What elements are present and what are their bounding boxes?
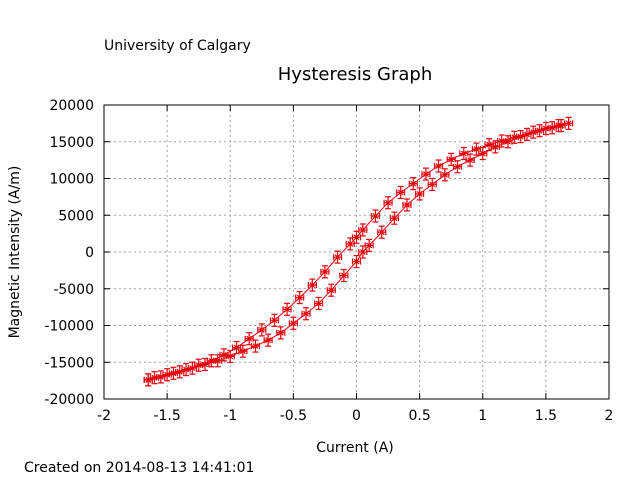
data-point bbox=[446, 152, 456, 166]
data-point bbox=[339, 268, 349, 283]
data-point bbox=[427, 177, 437, 191]
data-point bbox=[433, 159, 444, 173]
y-tick-label: -20000 bbox=[44, 392, 94, 408]
data-point bbox=[282, 302, 292, 316]
data-point bbox=[244, 332, 254, 346]
created-timestamp: Created on 2014-08-13 14:41:01 bbox=[24, 460, 254, 476]
x-tick-label: -0.5 bbox=[280, 408, 307, 424]
data-point bbox=[307, 278, 317, 292]
x-tick-label: -1.5 bbox=[153, 408, 180, 424]
data-point bbox=[269, 313, 280, 327]
data-point bbox=[421, 167, 431, 181]
data-point bbox=[257, 323, 267, 337]
series-line bbox=[148, 125, 562, 381]
data-point bbox=[389, 211, 399, 225]
data-point bbox=[377, 225, 387, 239]
data-point bbox=[465, 153, 475, 167]
x-axis-label: Current (A) bbox=[316, 440, 394, 456]
y-tick-label: 15000 bbox=[49, 135, 94, 151]
data-point bbox=[396, 185, 406, 200]
data-point bbox=[415, 187, 425, 201]
plot-frame bbox=[103, 104, 610, 400]
data-point bbox=[358, 223, 368, 237]
data-point bbox=[547, 121, 557, 135]
data-point bbox=[219, 348, 229, 362]
data-point bbox=[295, 290, 305, 305]
data-point bbox=[351, 254, 362, 269]
data-point bbox=[263, 333, 273, 347]
y-tick-label: -10000 bbox=[44, 319, 94, 335]
x-tick-label: 0.5 bbox=[408, 408, 430, 424]
data-point bbox=[206, 354, 216, 368]
data-point bbox=[326, 283, 336, 297]
data-point bbox=[314, 296, 324, 311]
data-point bbox=[231, 340, 242, 355]
data-point bbox=[320, 265, 330, 279]
data-point bbox=[194, 358, 204, 372]
data-point bbox=[149, 371, 160, 385]
data-point bbox=[358, 245, 368, 259]
data-point bbox=[238, 344, 248, 358]
data-point bbox=[563, 116, 574, 130]
y-tick-label: -15000 bbox=[44, 355, 94, 371]
x-tick-label: 1 bbox=[478, 408, 487, 424]
y-tick-label: -5000 bbox=[53, 282, 94, 298]
data-point bbox=[556, 118, 566, 133]
data-point bbox=[156, 370, 166, 384]
data-point bbox=[402, 198, 412, 212]
x-tick-label: 2 bbox=[605, 408, 614, 424]
y-tick-label: 5000 bbox=[58, 208, 94, 224]
chart-title: Hysteresis Graph bbox=[278, 64, 432, 85]
data-series bbox=[143, 116, 574, 387]
institution-label: University of Calgary bbox=[104, 38, 251, 54]
y-tick-label: 0 bbox=[85, 245, 94, 261]
data-point bbox=[370, 209, 381, 223]
data-point bbox=[459, 146, 469, 161]
data-point bbox=[250, 339, 261, 353]
y-axis-label: Magnetic Intensity (A/m) bbox=[7, 166, 23, 339]
x-tick-label: 0 bbox=[352, 408, 361, 424]
x-tick-label: -1 bbox=[223, 408, 237, 424]
data-point bbox=[522, 127, 532, 141]
data-point bbox=[143, 373, 153, 387]
axis-ticks: -2 -1.5 -1 -0.5 0 0.5 1 1.5 2 20000 15000 10000 5000… bbox=[44, 98, 613, 424]
data-point bbox=[276, 326, 286, 340]
data-point bbox=[471, 142, 482, 156]
data-point bbox=[440, 168, 450, 182]
data-point bbox=[408, 177, 418, 191]
data-point bbox=[345, 237, 355, 251]
series-1 bbox=[143, 116, 574, 387]
data-point bbox=[534, 124, 545, 138]
data-point bbox=[509, 130, 519, 144]
data-point bbox=[332, 250, 343, 264]
x-tick-label: -2 bbox=[97, 408, 111, 424]
data-point bbox=[288, 316, 298, 330]
data-point bbox=[383, 196, 393, 210]
grid-lines bbox=[104, 105, 609, 399]
x-tick-label: 1.5 bbox=[535, 408, 557, 424]
data-point bbox=[452, 160, 463, 174]
y-tick-label: 10000 bbox=[49, 172, 94, 188]
data-point bbox=[484, 138, 494, 152]
y-tick-label: 20000 bbox=[49, 98, 94, 114]
series-2 bbox=[143, 118, 566, 387]
data-point bbox=[168, 366, 179, 380]
data-point bbox=[351, 230, 362, 244]
data-point bbox=[181, 363, 191, 377]
data-point bbox=[301, 307, 311, 321]
data-point bbox=[497, 134, 507, 148]
